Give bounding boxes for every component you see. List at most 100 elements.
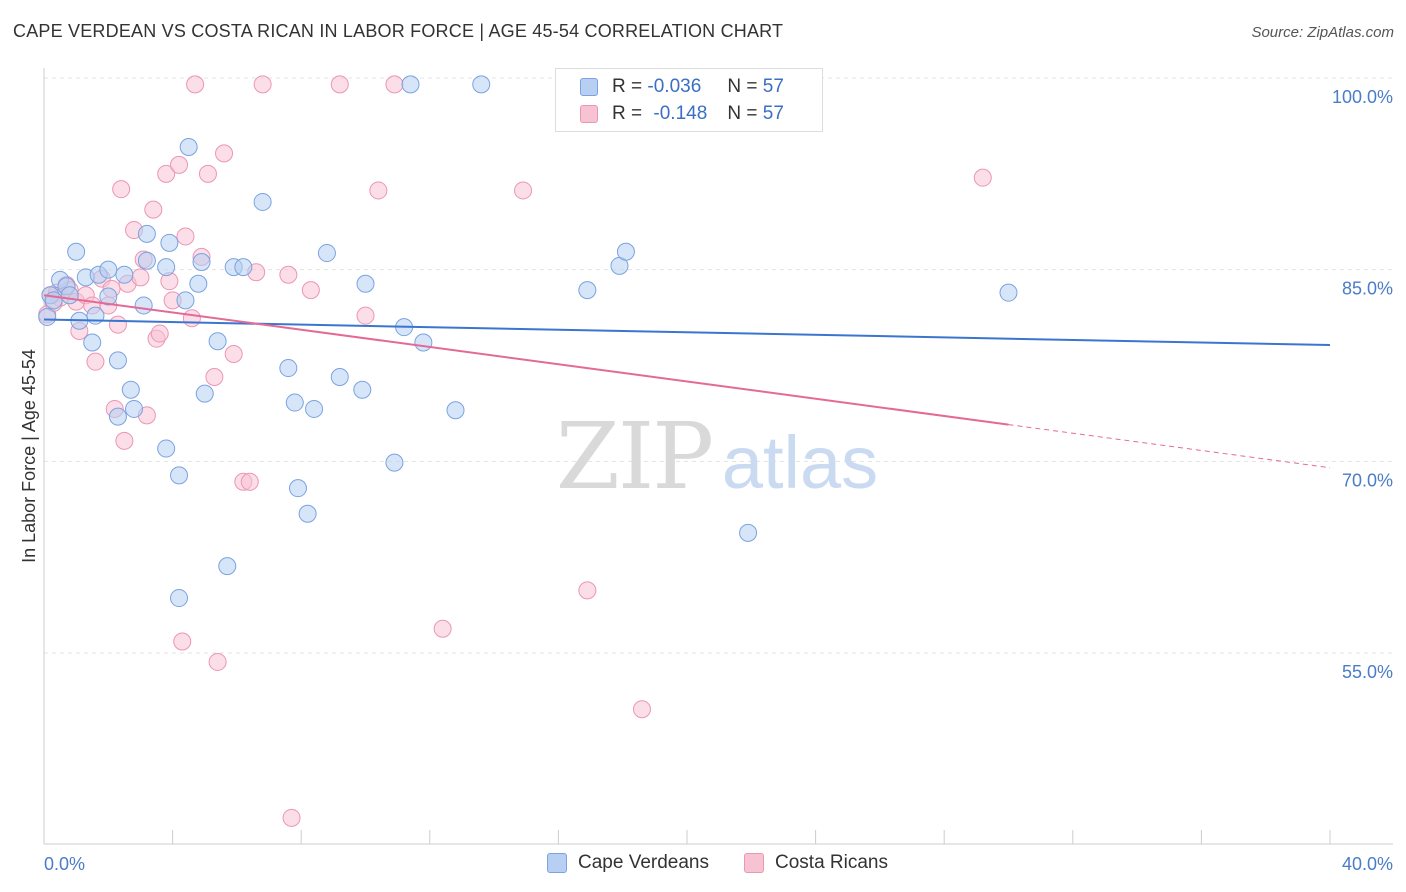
x-tick-label-max: 40.0% [1342,854,1393,874]
legend-row-cape-verdeans: R = -0.036 N = 57 [580,74,784,100]
data-point [301,281,320,300]
data-point [157,258,176,277]
data-point [305,399,324,418]
data-point [414,333,433,352]
bottom-legend-label: Cape Verdeans [578,852,709,873]
data-point [279,359,298,378]
data-point [176,227,195,246]
legend-r-value: -0.148 [653,103,708,124]
data-point [578,281,597,300]
data-point [433,619,452,638]
data-point [385,75,404,94]
data-point [137,224,156,243]
data-point [253,75,272,94]
trend-line-costa-ricans [43,294,1009,426]
watermark: ZIP atlas [556,403,878,510]
x-tick-label-min: 0.0% [44,854,85,874]
trend-line-cape-verdeans [43,318,1331,347]
data-point [369,181,388,200]
legend-n-value: 57 [762,76,784,97]
data-point [121,380,140,399]
data-point [317,244,336,263]
data-point [353,380,372,399]
bottom-legend-swatch-pink [744,853,764,873]
data-point [401,75,420,94]
trend-lines [43,294,1331,469]
data-point [285,393,304,412]
data-point [215,144,234,163]
data-point [218,557,237,576]
data-point [446,401,465,420]
data-point [157,164,176,183]
bottom-legend-swatch-blue [547,853,567,873]
data-point [170,589,189,608]
data-point [108,407,127,426]
watermark-atlas: atlas [722,421,878,504]
data-point [240,472,259,491]
data-point [108,351,127,370]
data-point [472,75,491,94]
series-cape-verdeans [38,75,1018,608]
data-point [38,307,57,326]
data-point [157,439,176,458]
data-point [144,200,163,219]
y-tick-label: 100.0% [1332,87,1393,107]
data-point [198,164,217,183]
data-point [86,352,105,371]
data-point [108,315,127,334]
data-point [514,181,533,200]
data-point [973,168,992,187]
x-tick-labels: 0.0% 40.0% [44,854,1393,874]
legend-r-label: R = [612,76,643,97]
data-point [234,258,253,277]
data-point [632,700,651,719]
data-point [131,268,150,287]
data-point [282,808,301,827]
bottom-legend-cape-verdeans: Cape Verdeans [547,852,709,874]
data-point [99,287,118,306]
legend-n-label: N = [727,76,758,97]
data-point [253,192,272,211]
y-tick-labels: 55.0% 70.0% 85.0% 100.0% [1332,87,1393,682]
legend-swatch-blue [580,78,598,96]
data-point [999,283,1018,302]
data-point [150,324,169,343]
gridlines [44,77,1393,654]
legend-swatch-pink [580,105,598,123]
data-point [115,265,134,284]
watermark-zip: ZIP [556,403,712,510]
x-axis [43,830,1393,845]
data-point [739,523,758,542]
data-point [134,296,153,315]
data-point [186,75,205,94]
data-point [60,286,79,305]
data-point [125,399,144,418]
data-point [330,368,349,386]
legend-r-label: R = [612,103,643,124]
chart-title: CAPE VERDEAN VS COSTA RICAN IN LABOR FOR… [13,21,784,41]
data-point [170,155,189,174]
data-point [137,251,156,270]
data-point [67,242,86,261]
data-point [44,291,63,310]
data-point [179,138,198,156]
data-point [112,180,131,199]
data-point [224,345,243,363]
y-axis-title: In Labor Force | Age 45-54 [19,349,39,563]
data-point [385,453,404,472]
data-point [208,652,227,671]
correlation-legend: R = -0.036 N = 57 R = -0.148 N = 57 [555,68,823,132]
data-point [176,291,195,310]
y-tick-label: 55.0% [1342,662,1393,682]
data-point [616,242,635,261]
data-point [99,260,118,279]
legend-r-value: -0.036 [647,76,702,97]
y-tick-label: 70.0% [1342,470,1393,490]
data-point [173,632,192,651]
data-point [356,306,375,325]
legend-n-label: N = [727,103,758,124]
data-point [356,274,375,293]
bottom-legend-label: Costa Ricans [775,852,888,873]
data-point [279,265,298,284]
